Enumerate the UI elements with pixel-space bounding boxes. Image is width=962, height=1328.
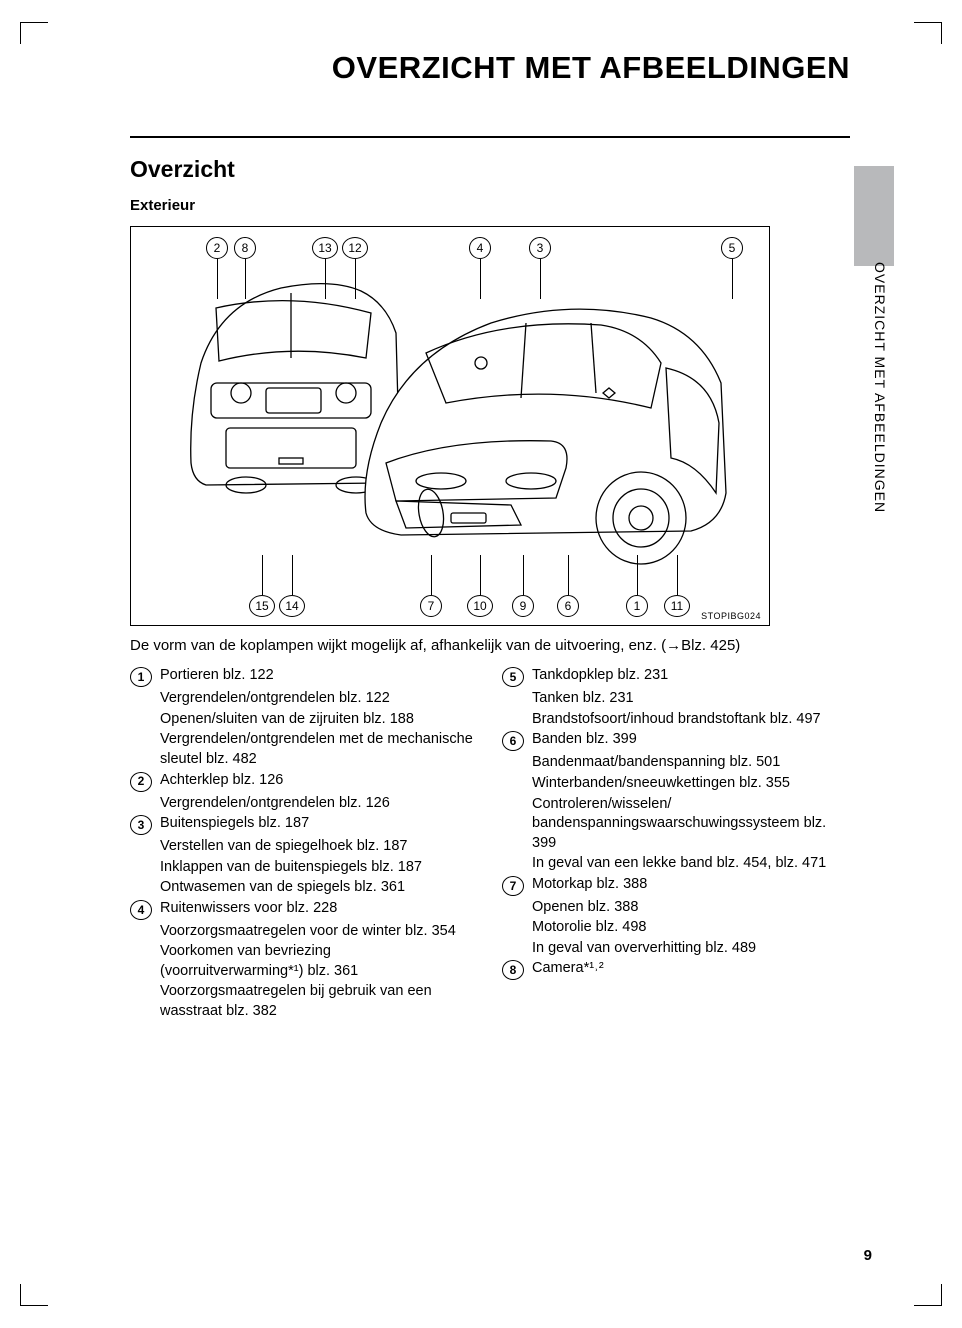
- sidebar-section-label: OVERZICHT MET AFBEELDINGEN: [872, 262, 888, 513]
- item-sub: Ontwasemen van de spiegels blz. 361: [160, 878, 478, 898]
- callout-12: 12: [342, 237, 368, 259]
- item-number-3: 3: [130, 815, 152, 835]
- item-sub: In geval van een lekke band blz. 454, bl…: [532, 854, 850, 874]
- sub-heading: Exterieur: [130, 197, 850, 214]
- vehicle-diagram: [171, 263, 731, 583]
- item-sub: Openen blz. 388: [532, 898, 850, 918]
- callout-3: 3: [529, 237, 551, 259]
- item-title: Banden blz. 399: [532, 730, 850, 750]
- item-title: Ruitenwissers voor blz. 228: [160, 899, 478, 919]
- list-item: 7 Motorkap blz. 388: [502, 875, 850, 896]
- item-sub: Voorkomen van bevriezing (voorruitverwar…: [160, 942, 478, 981]
- item-number-2: 2: [130, 772, 152, 792]
- item-sub: Motorolie blz. 498: [532, 918, 850, 938]
- callout-2: 2: [206, 237, 228, 259]
- item-title: Portieren blz. 122: [160, 666, 478, 686]
- callout-6: 6: [557, 595, 579, 617]
- item-sub: Tanken blz. 231: [532, 689, 850, 709]
- item-title: Tankdopklep blz. 231: [532, 666, 850, 686]
- item-number-6: 6: [502, 731, 524, 751]
- callout-1: 1: [626, 595, 648, 617]
- item-sub: Openen/sluiten van de zijruiten blz. 188: [160, 710, 478, 730]
- item-title: Achterklep blz. 126: [160, 771, 478, 791]
- item-number-1: 1: [130, 667, 152, 687]
- callout-10: 10: [467, 595, 493, 617]
- item-sub: Vergrendelen/ontgrendelen met de mechani…: [160, 730, 478, 769]
- item-number-5: 5: [502, 667, 524, 687]
- item-sub: Bandenmaat/bandenspanning blz. 501: [532, 753, 850, 773]
- list-item: 4 Ruitenwissers voor blz. 228: [130, 899, 478, 920]
- title-rule: [130, 136, 850, 138]
- callout-15: 15: [249, 595, 275, 617]
- right-column: 5 Tankdopklep blz. 231 Tanken blz. 231Bran…: [502, 666, 850, 1022]
- item-sub: Verstellen van de spiegelhoek blz. 187: [160, 837, 478, 857]
- item-title: Motorkap blz. 388: [532, 875, 850, 895]
- callout-11: 11: [664, 595, 690, 617]
- item-sub: Voorzorgsmaatregelen bij gebruik van een…: [160, 982, 478, 1021]
- list-item: 6 Banden blz. 399: [502, 730, 850, 751]
- item-number-8: 8: [502, 960, 524, 980]
- callout-5: 5: [721, 237, 743, 259]
- list-item: 3 Buitenspiegels blz. 187: [130, 814, 478, 835]
- item-sub: Controleren/wisselen/ bandenspanningswaa…: [532, 795, 850, 854]
- item-sub: Voorzorgsmaatregelen voor de winter blz.…: [160, 922, 478, 942]
- callout-13: 13: [312, 237, 338, 259]
- callout-14: 14: [279, 595, 305, 617]
- list-item: 5 Tankdopklep blz. 231: [502, 666, 850, 687]
- list-item: 1 Portieren blz. 122: [130, 666, 478, 687]
- sidebar-tab: [854, 166, 894, 266]
- list-item: 8 Camera*¹˒²: [502, 959, 850, 980]
- item-title: Camera*¹˒²: [532, 959, 850, 979]
- diagram-code: STOPIBG024: [701, 611, 761, 621]
- item-sub: Winterbanden/sneeuwkettingen blz. 355: [532, 774, 850, 794]
- item-sub: Inklappen van de buitenspiegels blz. 187: [160, 858, 478, 878]
- item-title: Buitenspiegels blz. 187: [160, 814, 478, 834]
- diagram-container: 281312435 151471096111: [130, 226, 770, 626]
- page-number: 9: [864, 1247, 872, 1264]
- callout-7: 7: [420, 595, 442, 617]
- callout-8: 8: [234, 237, 256, 259]
- item-number-4: 4: [130, 900, 152, 920]
- item-number-7: 7: [502, 876, 524, 896]
- page-title: OVERZICHT MET AFBEELDINGEN: [130, 50, 850, 86]
- item-sub: In geval van oververhitting blz. 489: [532, 939, 850, 959]
- callout-4: 4: [469, 237, 491, 259]
- list-item: 2 Achterklep blz. 126: [130, 771, 478, 792]
- left-column: 1 Portieren blz. 122 Vergrendelen/ontgrend…: [130, 666, 478, 1022]
- item-sub: Brandstofsoort/inhoud brandstoftank blz.…: [532, 710, 850, 730]
- callout-9: 9: [512, 595, 534, 617]
- item-sub: Vergrendelen/ontgrendelen blz. 126: [160, 794, 478, 814]
- diagram-note: De vorm van de koplampen wijkt mogelijk …: [130, 636, 850, 656]
- item-sub: Vergrendelen/ontgrendelen blz. 122: [160, 689, 478, 709]
- section-title: Overzicht: [130, 156, 850, 183]
